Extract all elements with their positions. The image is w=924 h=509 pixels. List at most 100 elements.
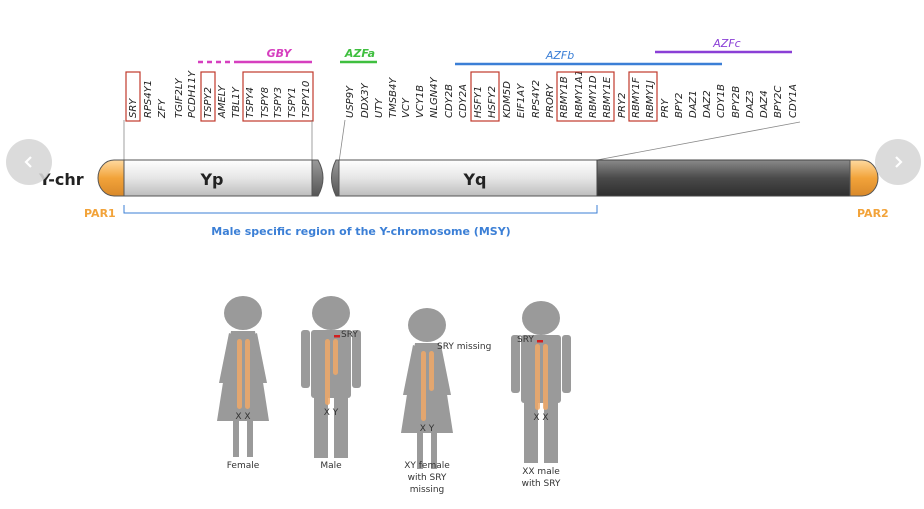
gene-label: HSFY2 (487, 86, 498, 118)
gene-label: RBMY1J (645, 80, 656, 118)
karyotype-figures: X X Female X Y SRY Male X Y SRY missing XY fema… (217, 296, 571, 495)
region-lines (198, 50, 792, 66)
sry-label: SRY (341, 330, 358, 340)
gene-label: PCDH11Y (187, 70, 198, 118)
gene-label: USP9Y (345, 85, 356, 118)
gene-label: TSPY1 (287, 87, 298, 118)
gene-label: VCY1B (415, 85, 426, 118)
gene-group-box (470, 71, 500, 122)
gene-label: TSPY8 (260, 87, 271, 118)
gene-label: NLGN4Y (429, 76, 440, 118)
figure-arm (352, 330, 361, 388)
gene-label: AMELY (217, 85, 228, 119)
figure-leg (417, 433, 423, 469)
chevron-left-icon (24, 156, 32, 168)
q-arm-dark-start (331, 159, 340, 197)
karyotype-figure: X Y SRY Male (301, 296, 361, 471)
gene-group-box (125, 71, 141, 122)
gene-label: HSFY1 (473, 86, 484, 118)
gene-label: BPY2B (731, 86, 742, 118)
gene-label: RBMY1D (588, 75, 599, 118)
gene-label: RBMY1E (602, 76, 613, 118)
gene-label: VCY (401, 97, 412, 118)
gene-label: RBMY1B (559, 76, 570, 118)
gene-label: TMSB4Y (388, 77, 399, 118)
figure-arm (403, 345, 418, 395)
karyotype-figure: X Y SRY missing XY female with SRY missing (401, 308, 491, 495)
figure-caption: Female (227, 461, 260, 471)
gene-label: DAZ2 (702, 90, 713, 118)
figure-arm (562, 335, 571, 393)
gene-label: KDM5D (502, 81, 513, 118)
figure-head (224, 296, 262, 330)
figure-caption: missing (410, 485, 445, 495)
gene-label: DAZ3 (745, 90, 756, 118)
figure-head (522, 301, 560, 335)
sry-label: SRY (517, 335, 534, 345)
region-label-gby: GBY (267, 47, 293, 60)
chromosome-rod (333, 339, 338, 375)
figure-leg (247, 421, 253, 457)
sry-marker (334, 335, 340, 338)
par1-label: PAR1 (84, 207, 116, 220)
figure-caption: XX male (522, 467, 560, 477)
figure-caption: with SRY (408, 473, 447, 483)
chromosome-rod (429, 351, 434, 391)
gene-label: SRY (128, 98, 139, 118)
gene-label: RPS4Y1 (143, 80, 154, 118)
gene-group-box (556, 71, 615, 122)
yp-arm (123, 159, 313, 197)
gene-label: DDX3Y (360, 82, 371, 118)
karyotype-figure: X X SRY XX male with SRY (511, 301, 571, 489)
connector-lines (123, 119, 801, 163)
previous-slide-button[interactable] (6, 139, 52, 185)
chromosome-pair-label: X Y (324, 408, 339, 418)
figure-head (312, 296, 350, 330)
gene-label: PRY2 (617, 93, 628, 118)
gene-label: BPY2 (674, 93, 685, 118)
msy-label: Male specific region of the Y-chromosome… (211, 225, 510, 238)
par2-segment (849, 159, 879, 197)
gene-label: BPY2C (773, 86, 784, 118)
gene-label: RBMY1A1 (574, 70, 585, 118)
figure-torso (311, 330, 351, 398)
figure-torso (521, 335, 561, 403)
gene-label: PRORY (545, 83, 556, 118)
region-label-azfb: AZFb (545, 49, 574, 62)
gene-label: CDY1B (716, 84, 727, 118)
yp-label: Yp (199, 170, 223, 189)
gene-label: TSPY10 (301, 81, 312, 118)
chromosome-rod (535, 344, 540, 410)
figure-leg (334, 398, 348, 458)
figure-leg (431, 433, 437, 469)
gene-label: EIF1AY (516, 83, 527, 118)
gene-label: TSPY2 (203, 87, 214, 118)
gene-label: DAZ1 (688, 90, 699, 118)
chromosome-rod (325, 339, 330, 405)
gene-label: RPS4Y2 (531, 80, 542, 118)
figure-arm (436, 345, 451, 395)
yq-heterochromatin (596, 159, 851, 197)
figure-caption: XY female (404, 461, 450, 471)
gene-label: CDY2B (444, 84, 455, 118)
gene-group-box (628, 71, 658, 122)
p-arm-dark-end (311, 159, 324, 197)
next-slide-button[interactable] (875, 139, 921, 185)
sry-marker (537, 340, 543, 343)
sry-label: SRY missing (437, 342, 491, 352)
connector-right-lower (596, 121, 801, 161)
gene-label: TGIF2LY (174, 77, 185, 118)
chromosome-rod (543, 344, 548, 410)
gene-label: TSPY4 (245, 87, 256, 118)
figure-arm (511, 335, 520, 393)
figure-caption: with SRY (522, 479, 561, 489)
chevron-right-icon (895, 156, 903, 168)
figure-head (408, 308, 446, 342)
gene-label: CDY1A (788, 84, 799, 118)
chromosome-label: Y-chr (38, 170, 84, 189)
gene-label: ZFY (157, 98, 168, 119)
figure-leg (544, 403, 558, 463)
karyotype-figure: X X Female (217, 296, 269, 471)
region-labels: GBY AZFa AZFb AZFc (267, 37, 741, 62)
